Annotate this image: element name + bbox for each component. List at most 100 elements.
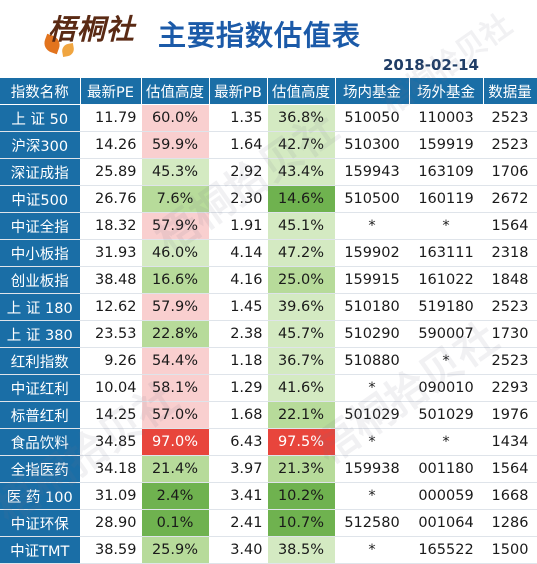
index-name-cell: 中证全指 [0, 212, 81, 240]
pe-value-cell: 38.48 [80, 266, 142, 294]
pe-value-cell: 31.93 [80, 239, 142, 267]
index-name-cell: 上 证 50 [0, 104, 81, 132]
onsite-fund-cell: 159902 [335, 239, 410, 267]
onsite-fund-cell: 159938 [335, 455, 410, 483]
valuation-table: 指数名称 最新PE 估值高度 最新PB 估值高度 场内基金 场外基金 数据量 上 证 50 11… [0, 78, 537, 564]
table-row: 红利指数 9.26 54.4% 1.18 36.7% 510880 * 2523 [0, 347, 537, 375]
pe-value-cell: 18.32 [80, 212, 142, 240]
table-row: 全指医药 34.18 21.4% 3.97 21.3% 159938 001180 1564 [0, 455, 537, 483]
pe-percentile-cell: 0.1% [141, 509, 210, 537]
table-row: 标普红利 14.25 57.0% 1.68 22.1% 501029 501029 1976 [0, 401, 537, 429]
page-title: 主要指数估值表 [158, 19, 362, 52]
pe-percentile-cell: 58.1% [141, 374, 210, 402]
pe-value-cell: 38.59 [80, 536, 142, 564]
offsite-fund-cell: 165522 [409, 536, 484, 564]
pb-percentile-cell: 36.7% [267, 347, 336, 375]
offsite-fund-cell: 090010 [409, 374, 484, 402]
pb-value-cell: 2.30 [209, 185, 268, 213]
index-name-cell: 全指医药 [0, 455, 81, 483]
data-count-cell: 2672 [483, 185, 537, 213]
pb-value-cell: 1.18 [209, 347, 268, 375]
table-row: 上 证 380 23.53 22.8% 2.38 45.7% 510290 590007 17… [0, 320, 537, 348]
data-count-cell: 2523 [483, 293, 537, 321]
table-row: 中证红利 10.04 58.1% 1.29 41.6% * 090010 2293 [0, 374, 537, 402]
index-name-cell: 上 证 180 [0, 293, 81, 321]
date-label: 2018-02-14 [383, 56, 479, 74]
data-count-cell: 2318 [483, 239, 537, 267]
index-name-cell: 医 药 100 [0, 482, 81, 510]
column-header-col-pb: 最新PB [209, 78, 268, 105]
column-header-col-name: 指数名称 [0, 78, 81, 105]
column-header-col-count: 数据量 [483, 78, 537, 105]
offsite-fund-cell: * [409, 347, 484, 375]
offsite-fund-cell: 163111 [409, 239, 484, 267]
offsite-fund-cell: 161022 [409, 266, 484, 294]
column-header-col-pe: 最新PE [80, 78, 142, 105]
onsite-fund-cell: 159915 [335, 266, 410, 294]
index-name-cell: 标普红利 [0, 401, 81, 429]
pb-value-cell: 2.92 [209, 158, 268, 186]
offsite-fund-cell: * [409, 212, 484, 240]
pe-percentile-cell: 59.9% [141, 131, 210, 159]
table-row: 上 证 180 12.62 57.9% 1.45 39.6% 510180 519180 25… [0, 293, 537, 321]
pe-percentile-cell: 7.6% [141, 185, 210, 213]
onsite-fund-cell: * [335, 374, 410, 402]
pb-percentile-cell: 41.6% [267, 374, 336, 402]
pb-value-cell: 1.68 [209, 401, 268, 429]
pb-percentile-cell: 38.5% [267, 536, 336, 564]
index-name-cell: 红利指数 [0, 347, 81, 375]
pb-percentile-cell: 14.6% [267, 185, 336, 213]
pb-value-cell: 1.35 [209, 104, 268, 132]
logo: 梧桐社 [48, 13, 136, 46]
data-count-cell: 1564 [483, 212, 537, 240]
pe-value-cell: 26.76 [80, 185, 142, 213]
data-count-cell: 2523 [483, 104, 537, 132]
data-count-cell: 2293 [483, 374, 537, 402]
index-name-cell: 中证500 [0, 185, 81, 213]
header: 梧桐社 主要指数估值表 2018-02-14 [0, 0, 537, 78]
pe-value-cell: 10.04 [80, 374, 142, 402]
offsite-fund-cell: 110003 [409, 104, 484, 132]
data-count-cell: 2523 [483, 347, 537, 375]
onsite-fund-cell: 510500 [335, 185, 410, 213]
data-count-cell: 1564 [483, 455, 537, 483]
pb-value-cell: 3.41 [209, 482, 268, 510]
pe-value-cell: 34.85 [80, 428, 142, 456]
table-row: 深证成指 25.89 45.3% 2.92 43.4% 159943 163109 1706 [0, 158, 537, 186]
column-header-col-offfund: 场外基金 [409, 78, 484, 105]
pb-percentile-cell: 43.4% [267, 158, 336, 186]
pb-percentile-cell: 47.2% [267, 239, 336, 267]
onsite-fund-cell: * [335, 536, 410, 564]
pe-value-cell: 23.53 [80, 320, 142, 348]
onsite-fund-cell: 510180 [335, 293, 410, 321]
pb-percentile-cell: 10.2% [267, 482, 336, 510]
data-count-cell: 2523 [483, 131, 537, 159]
offsite-fund-cell: 501029 [409, 401, 484, 429]
onsite-fund-cell: 510290 [335, 320, 410, 348]
pb-percentile-cell: 21.3% [267, 455, 336, 483]
offsite-fund-cell: 163109 [409, 158, 484, 186]
onsite-fund-cell: * [335, 428, 410, 456]
pe-percentile-cell: 46.0% [141, 239, 210, 267]
index-name-cell: 中小板指 [0, 239, 81, 267]
data-count-cell: 1286 [483, 509, 537, 537]
pb-percentile-cell: 36.8% [267, 104, 336, 132]
pe-percentile-cell: 2.4% [141, 482, 210, 510]
pe-percentile-cell: 54.4% [141, 347, 210, 375]
pe-percentile-cell: 57.0% [141, 401, 210, 429]
pe-percentile-cell: 22.8% [141, 320, 210, 348]
offsite-fund-cell: 519180 [409, 293, 484, 321]
table-row: 医 药 100 31.09 2.4% 3.41 10.2% * 000059 1668 [0, 482, 537, 510]
onsite-fund-cell: 159943 [335, 158, 410, 186]
table-row: 中证环保 28.90 0.1% 2.41 10.7% 512580 001064 1286 [0, 509, 537, 537]
table-row: 创业板指 38.48 16.6% 4.16 25.0% 159915 161022 1848 [0, 266, 537, 294]
pb-percentile-cell: 25.0% [267, 266, 336, 294]
pb-value-cell: 1.91 [209, 212, 268, 240]
pb-percentile-cell: 42.7% [267, 131, 336, 159]
index-name-cell: 食品饮料 [0, 428, 81, 456]
index-name-cell: 创业板指 [0, 266, 81, 294]
pe-value-cell: 14.25 [80, 401, 142, 429]
table-row: 中证全指 18.32 57.9% 1.91 45.1% * * 1564 [0, 212, 537, 240]
data-count-cell: 1730 [483, 320, 537, 348]
offsite-fund-cell: 001064 [409, 509, 484, 537]
